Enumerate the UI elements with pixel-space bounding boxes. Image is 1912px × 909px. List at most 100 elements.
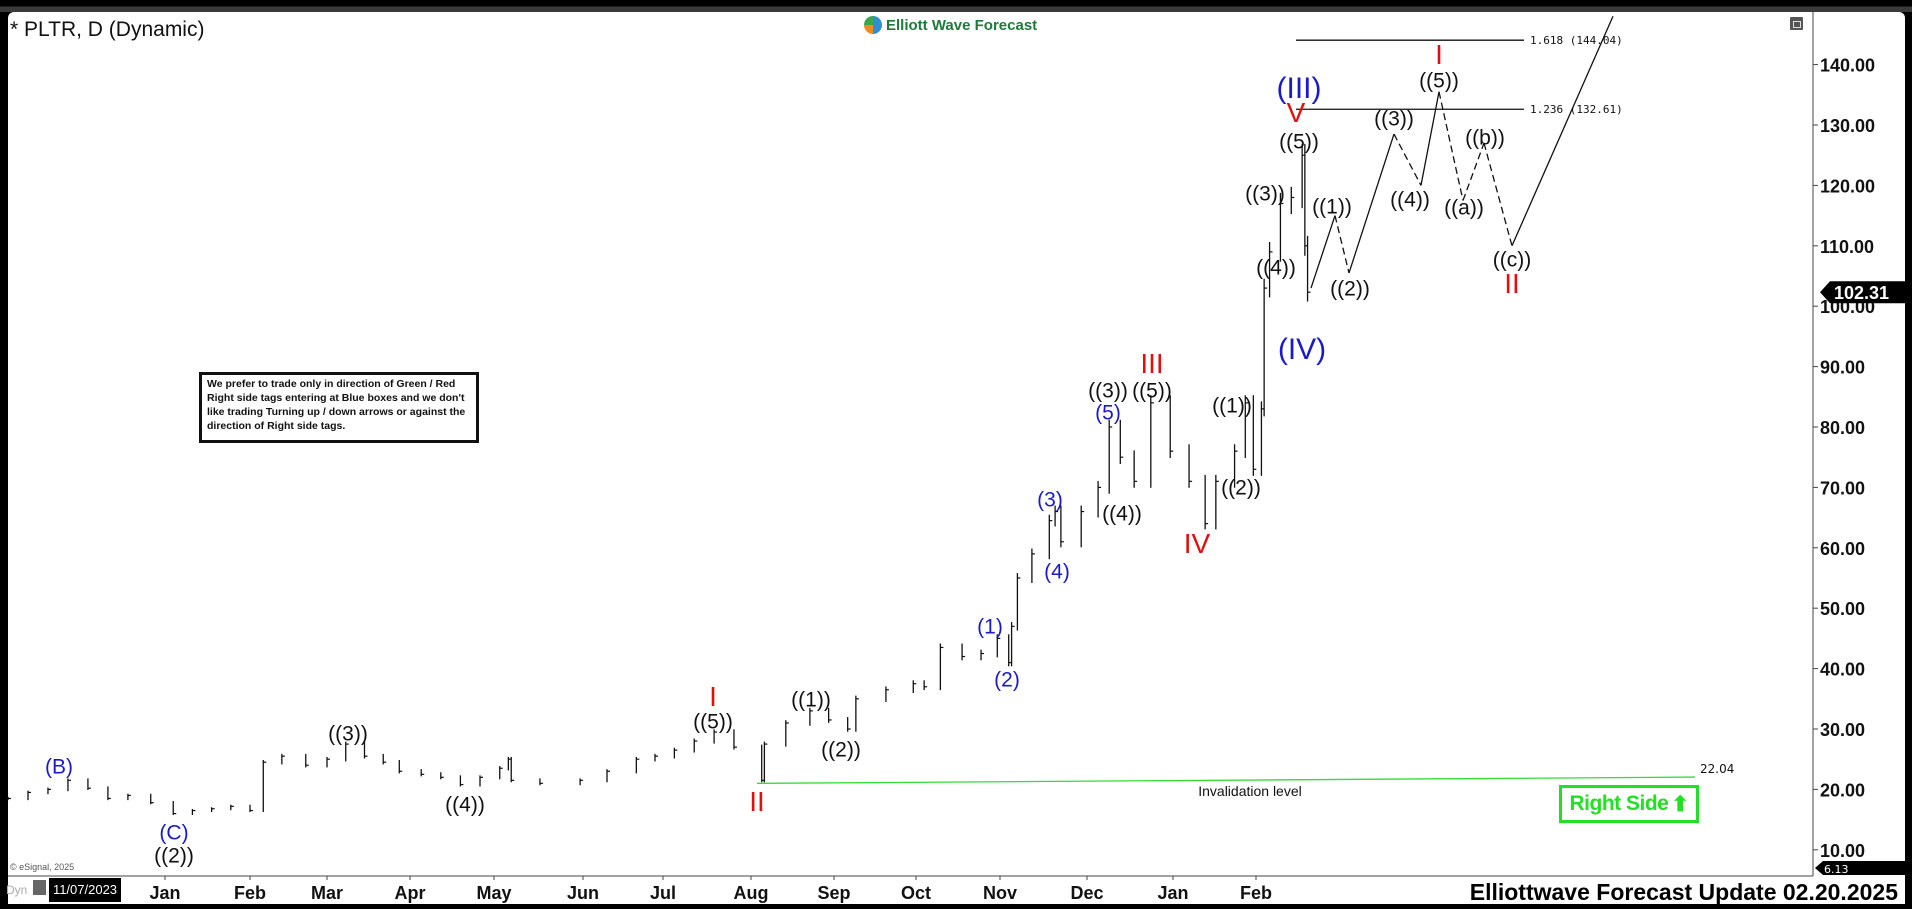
- y-tick-label: 60.00: [1820, 539, 1865, 559]
- projection-segment: [1438, 91, 1464, 201]
- y-tick-label: 50.00: [1820, 599, 1865, 619]
- wave-label: ((5)): [693, 711, 733, 734]
- projection-segment: [1393, 133, 1422, 186]
- x-tick-label: Sep: [817, 883, 850, 903]
- logo-icon: [864, 16, 882, 34]
- wave-label: II: [749, 786, 765, 817]
- x-tick-label: Oct: [901, 883, 931, 903]
- y-tick-label: 140.00: [1820, 56, 1875, 76]
- wave-label: ((4)): [1102, 503, 1142, 526]
- last-price-tag: [1820, 281, 1905, 304]
- y-tick-label: 40.00: [1820, 660, 1865, 680]
- projection-segment: [1483, 142, 1513, 246]
- y-tick-label: 130.00: [1820, 116, 1875, 136]
- wave-label: ((3)): [328, 723, 368, 746]
- wave-label: (III): [1277, 72, 1322, 105]
- wave-label: ((b)): [1465, 127, 1505, 150]
- wave-label: (5): [1095, 402, 1121, 425]
- up-arrow-icon: ⬆: [1671, 792, 1689, 816]
- wave-label: (3): [1037, 489, 1063, 512]
- y-tick-label: 110.00: [1820, 237, 1874, 257]
- y-tick-label: 30.00: [1820, 720, 1865, 740]
- wave-label: V: [1287, 97, 1306, 128]
- invalidation-line: [756, 776, 1696, 785]
- cursor-date: 11/07/2023: [49, 878, 121, 902]
- wave-label: (IV): [1278, 333, 1326, 366]
- wave-label: ((5)): [1279, 131, 1319, 154]
- wave-label: (4): [1044, 561, 1070, 584]
- wave-label: (B): [45, 756, 73, 779]
- logo-text: Elliott Wave Forecast: [886, 16, 1038, 34]
- x-tick-label: Mar: [311, 883, 343, 903]
- dyn-label: Dyn: [6, 883, 28, 897]
- y-tick-label: 10.00: [1820, 841, 1865, 861]
- invalidation-value: 22.04: [1700, 762, 1734, 776]
- projection-segment: [1511, 16, 1614, 247]
- wave-label: ((2)): [821, 739, 861, 762]
- wave-label: ((5)): [1132, 380, 1172, 403]
- x-tick-label: Jan: [149, 883, 180, 903]
- projection-segment: [1310, 215, 1336, 289]
- wave-label: ((2)): [1330, 278, 1370, 301]
- chart-title: * PLTR, D (Dynamic): [10, 18, 205, 41]
- x-tick-label: Dec: [1070, 883, 1103, 903]
- right-side-tag: Right Side ⬆: [1559, 785, 1699, 823]
- x-tick-label: Apr: [395, 883, 426, 903]
- projection-segment: [1462, 142, 1485, 201]
- y-tick-label: 70.00: [1820, 478, 1865, 498]
- wave-label: (2): [994, 669, 1020, 692]
- x-tick-label: Jun: [567, 883, 599, 903]
- x-tick-label: Jan: [1157, 883, 1188, 903]
- wave-label: ((a)): [1444, 197, 1484, 220]
- lock-icon[interactable]: [33, 880, 46, 895]
- x-tick-label: Jul: [650, 883, 676, 903]
- wave-label: (1): [977, 616, 1003, 639]
- copyright: © eSignal, 2025: [10, 862, 75, 872]
- y-tick-label: 20.00: [1820, 780, 1865, 800]
- window-titlebar: [0, 0, 1912, 12]
- x-tick-label: Nov: [983, 883, 1017, 903]
- wave-label: I: [709, 681, 717, 712]
- axis-low-tag: [1815, 861, 1905, 875]
- wave-label: ((4)): [1256, 257, 1296, 280]
- fib-level-label: 1.618 (144.04): [1530, 34, 1623, 47]
- wave-label: II: [1504, 268, 1520, 299]
- wave-label: (C): [159, 822, 188, 845]
- wave-label: III: [1140, 348, 1163, 379]
- projection-segment: [1420, 91, 1440, 186]
- wave-label: ((1)): [791, 689, 831, 712]
- footer-update: Elliottwave Forecast Update 02.20.2025: [1469, 879, 1898, 905]
- y-tick-label: 120.00: [1820, 176, 1875, 196]
- wave-label: ((4)): [445, 794, 485, 817]
- wave-label: ((3)): [1245, 183, 1285, 206]
- projection-segment: [1334, 215, 1350, 274]
- axis-low-value: 6.13: [1824, 863, 1849, 876]
- projection-segment: [1348, 133, 1395, 274]
- x-tick-label: Aug: [734, 883, 769, 903]
- wave-label: ((1)): [1212, 395, 1252, 418]
- y-tick-label: 90.00: [1820, 358, 1865, 378]
- invalidation-label: Invalidation level: [1198, 783, 1302, 799]
- fib-level-label: 1.236 (132.61): [1530, 103, 1623, 116]
- wave-label: ((c)): [1493, 249, 1531, 272]
- wave-label: ((1)): [1312, 196, 1352, 219]
- last-price: 102.31: [1834, 283, 1889, 303]
- brand-logo: Elliott Wave Forecast: [864, 16, 1037, 34]
- trading-note: We prefer to trade only in direction of …: [199, 372, 479, 443]
- wave-label: ((2)): [1221, 477, 1261, 500]
- wave-label: ((3)): [1374, 108, 1414, 131]
- wave-label: IV: [1184, 528, 1211, 559]
- wave-label: ((4)): [1390, 189, 1430, 212]
- chart-panel: [8, 12, 1905, 904]
- y-tick-label: 80.00: [1820, 418, 1865, 438]
- x-tick-label: Feb: [234, 883, 266, 903]
- right-side-label: Right Side: [1569, 792, 1669, 815]
- x-tick-label: May: [476, 883, 511, 903]
- restore-window-icon[interactable]: [1790, 17, 1803, 30]
- wave-label: ((5)): [1419, 70, 1459, 93]
- wave-label: I: [1435, 39, 1443, 70]
- wave-label: ((3)): [1088, 380, 1128, 403]
- x-tick-label: Feb: [1240, 883, 1272, 903]
